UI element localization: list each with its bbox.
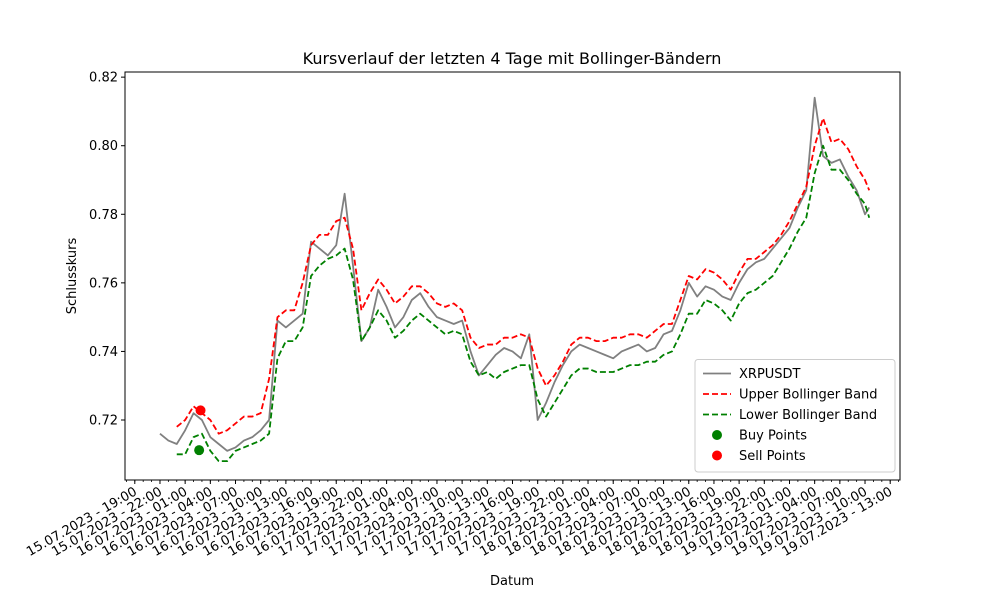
y-axis-label: Schlusskurs [65, 238, 80, 315]
y-tick-label: 0.72 [89, 414, 118, 429]
x-axis-label: Datum [490, 574, 534, 589]
y-axis: 0.72 0.74 0.76 0.78 0.80 0.82 [89, 71, 125, 429]
y-tick-label: 0.82 [89, 71, 118, 86]
y-tick-label: 0.76 [89, 276, 118, 291]
series-line-upper-bollinger-band [176, 117, 871, 435]
legend-box [694, 359, 896, 473]
point-buy-points [194, 445, 205, 456]
legend-label-sell-points: Sell Points [739, 449, 806, 464]
point-sell-points [195, 405, 206, 416]
legend-swatch-sell-points [712, 450, 722, 461]
legend-label-lower-bollinger-band: Lower Bollinger Band [739, 408, 877, 423]
series-line-lower-bollinger-band [176, 144, 871, 463]
legend-label-buy-points: Buy Points [739, 429, 807, 444]
y-tick-label: 0.78 [89, 208, 118, 223]
plot-area [159, 96, 871, 463]
chart-title: Kursverlauf der letzten 4 Tage mit Bolli… [303, 49, 722, 68]
legend-label-xrpusdt: XRPUSDT [739, 367, 801, 382]
y-tick-label: 0.80 [89, 139, 118, 154]
y-tick-label: 0.74 [89, 345, 118, 360]
series-line-xrpusdt [159, 96, 870, 452]
legend-label-upper-bollinger-band: Upper Bollinger Band [739, 388, 878, 403]
legend-swatch-buy-points [712, 430, 722, 440]
axes-frame [124, 71, 901, 481]
legend: XRPUSDT Upper Bollinger Band Lower Bolling… [694, 359, 896, 473]
